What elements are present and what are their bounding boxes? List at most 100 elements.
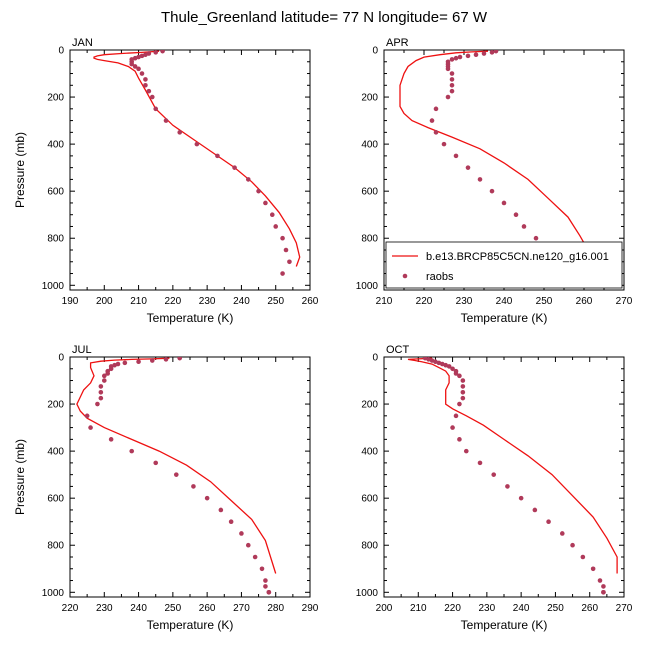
raobs-point — [449, 82, 455, 88]
raobs-point — [146, 88, 152, 94]
x-tick-label: 260 — [199, 603, 216, 614]
raobs-point — [153, 50, 159, 55]
plot-frame — [69, 49, 311, 291]
y-tick-label: 200 — [47, 400, 64, 411]
raobs-point — [457, 401, 462, 407]
model-line — [93, 50, 301, 267]
raobs-point — [445, 66, 451, 72]
y-tick-label: 400 — [361, 140, 378, 151]
x-tick-label: 190 — [62, 296, 79, 307]
raobs-point — [232, 165, 237, 170]
y-tick-label: 400 — [47, 447, 64, 458]
x-tick-label: 240 — [130, 603, 147, 614]
panel-apr: 210 220 230 240 250 260 270 0 200 400 600 800 1000 Te… — [356, 37, 633, 325]
x-tick-label: 270 — [616, 603, 633, 614]
x-tick-label: 220 — [416, 296, 433, 307]
raobs-point — [173, 472, 179, 477]
raobs-point — [505, 484, 510, 489]
raobs-point — [239, 531, 244, 536]
raobs-point — [473, 52, 479, 58]
raobs-point — [122, 360, 128, 366]
raobs-point — [252, 554, 258, 560]
panel-label-oct: OCT — [386, 344, 410, 356]
raobs-point — [280, 235, 285, 241]
raobs-point — [149, 94, 155, 100]
raobs-point — [429, 118, 435, 123]
raobs-point — [143, 77, 148, 82]
panel-jan: 190 200 210 220 230 240 250 260 0 200 400 600 800 100… — [13, 37, 319, 325]
raobs-point — [98, 389, 104, 395]
raobs-point — [513, 212, 519, 218]
x-tick-label: 270 — [233, 603, 250, 614]
raobs-point — [132, 64, 138, 69]
x-tick-label: 220 — [444, 603, 461, 614]
x-tick-label: 230 — [199, 296, 216, 307]
y-tick-label: 1000 — [42, 588, 65, 599]
raobs-point — [105, 371, 111, 376]
raobs-point — [433, 106, 439, 112]
raobs-point — [460, 395, 466, 401]
y-tick-label: 0 — [58, 46, 64, 57]
raobs-point — [465, 165, 471, 170]
x-tick-label: 260 — [302, 296, 319, 307]
legend-model-label: b.e13.BRCP85C5CN.ne120_g16.001 — [426, 251, 609, 263]
y-tick-label: 200 — [361, 93, 378, 104]
x-tick-label: 230 — [456, 296, 473, 307]
x-tick-label: 280 — [267, 603, 284, 614]
raobs-point — [477, 460, 483, 466]
raobs-point — [269, 212, 275, 218]
raobs-point — [191, 484, 196, 489]
legend-box — [385, 241, 623, 289]
y-tick-label: 800 — [361, 234, 378, 245]
raobs-point — [449, 88, 455, 94]
plot-frame — [383, 356, 625, 598]
raobs-point — [163, 357, 169, 362]
raobs-point — [489, 188, 495, 194]
raobs-point — [460, 384, 466, 389]
legend-raobs-label: raobs — [426, 271, 454, 283]
panel-oct: 200 210 220 230 240 250 260 270 0 200 400 600 800 100… — [356, 344, 633, 632]
x-tick-label: 220 — [62, 603, 79, 614]
x-tick-label: 270 — [616, 296, 633, 307]
raobs-point — [450, 425, 455, 430]
x-axis-label: Temperature (K) — [461, 618, 548, 632]
x-tick-label: 240 — [513, 603, 530, 614]
raobs-point — [463, 448, 469, 454]
raobs-point — [546, 519, 551, 525]
x-axis-label: Temperature (K) — [147, 618, 234, 632]
raobs-point — [601, 589, 606, 595]
raobs-point — [256, 188, 261, 194]
raobs-point — [533, 235, 539, 241]
x-tick-label: 220 — [165, 296, 182, 307]
x-tick-label: 250 — [536, 296, 553, 307]
x-axis-label: Temperature (K) — [147, 311, 234, 325]
raobs-point — [580, 554, 586, 560]
raobs-point — [501, 200, 507, 206]
raobs-point — [177, 357, 183, 361]
raobs-point — [263, 584, 268, 589]
x-tick-label: 230 — [96, 603, 113, 614]
raobs-point — [597, 578, 603, 583]
raobs-point — [149, 358, 155, 363]
raobs-point — [446, 364, 452, 369]
panel-label-apr: APR — [386, 37, 409, 49]
raobs-point — [263, 200, 268, 206]
raobs-point — [245, 177, 251, 182]
x-tick-label: 210 — [410, 603, 427, 614]
raobs-point — [95, 401, 100, 407]
raobs-point — [449, 57, 455, 62]
raobs-point — [108, 366, 114, 372]
raobs-point — [457, 373, 462, 379]
figure-title: Thule_Greenland latitude= 77 N longitude… — [161, 9, 488, 26]
raobs-point — [570, 542, 575, 548]
raobs-point — [559, 531, 565, 536]
panel-label-jan: JAN — [72, 37, 93, 49]
x-tick-label: 230 — [479, 603, 496, 614]
raobs-point — [460, 378, 466, 383]
x-tick-label: 250 — [547, 603, 564, 614]
x-tick-label: 290 — [302, 603, 319, 614]
plot-frame — [69, 356, 311, 598]
y-tick-label: 1000 — [42, 281, 65, 292]
raobs-point — [493, 50, 499, 54]
